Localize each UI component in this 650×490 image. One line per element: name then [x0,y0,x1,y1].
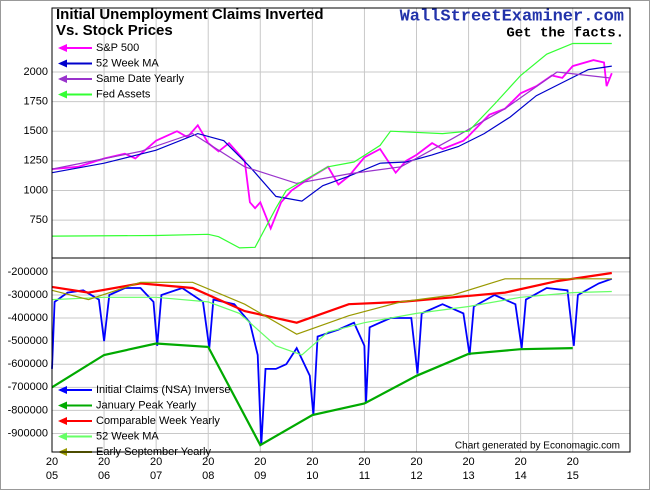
x-tick-label: 20 [98,456,110,468]
legend-label: 52 Week MA [96,57,159,69]
x-tick-label: 20 [46,456,58,468]
series-line [51,342,573,447]
x-tick-label: 12 [410,470,422,482]
x-tick-label: 08 [202,470,214,482]
x-tick-label: 20 [150,456,162,468]
x-tick-label: 20 [410,456,422,468]
y-tick-label: -600000 [8,358,48,370]
x-tick-label: 20 [515,456,527,468]
tagline: Get the facts. [506,26,624,42]
legend-label: Comparable Week Yearly [96,415,220,427]
x-tick-label: 07 [150,470,162,482]
credit: Chart generated by Economagic.com [455,441,620,452]
legend-label: 52 Week MA [96,430,159,442]
y-tick-label: 1500 [24,125,48,137]
x-tick-label: 06 [98,470,110,482]
series-line [51,290,612,356]
legend-label: Same Date Yearly [96,73,185,85]
y-tick-label: 1250 [24,155,48,167]
y-tick-label: 750 [30,214,48,226]
x-tick-label: 09 [254,470,266,482]
legend-label: January Peak Yearly [96,399,197,411]
y-tick-label: -500000 [8,335,48,347]
y-tick-label: 2000 [24,66,48,78]
legend-marker [58,59,67,68]
x-tick-label: 20 [567,456,579,468]
series-line [51,277,613,446]
x-tick-label: 10 [306,470,318,482]
x-tick-label: 05 [46,470,58,482]
y-tick-label: 1000 [24,184,48,196]
brand: WallStreetExaminer.com [400,7,624,26]
y-tick-label: -700000 [8,381,48,393]
legend-marker [58,386,67,394]
x-tick-label: 20 [462,456,474,468]
y-tick-label: 1750 [24,96,48,108]
series-line [51,278,612,335]
legend-label: Fed Assets [96,88,151,100]
x-tick-label: 20 [202,456,214,468]
x-tick-label: 11 [359,470,370,482]
y-tick-label: -900000 [8,427,48,439]
legend-marker [58,432,67,441]
series-line [51,71,610,185]
legend-marker [58,75,67,83]
x-tick-label: 20 [254,456,266,468]
legend-label: S&P 500 [96,42,139,54]
x-tick-label: 15 [567,470,579,482]
legend-marker [58,90,67,99]
legend-marker [58,44,67,52]
chart-title: Initial Unemployment Claims Inverted [56,6,324,23]
plot-frame [51,257,631,453]
y-tick-label: -200000 [8,266,48,278]
y-tick-label: -300000 [8,289,48,301]
series-line [51,65,612,202]
x-tick-label: 13 [462,470,474,482]
x-tick-label: 14 [515,470,527,482]
legend-marker [58,417,67,425]
x-tick-label: 20 [358,456,370,468]
chart-title: Vs. Stock Prices [56,22,173,39]
series-line [51,42,612,249]
x-tick-label: 20 [306,456,318,468]
legend-marker [58,401,67,410]
y-tick-label: -400000 [8,312,48,324]
legend-label: Initial Claims (NSA) Inverse [96,384,230,396]
y-tick-label: -800000 [8,404,48,416]
